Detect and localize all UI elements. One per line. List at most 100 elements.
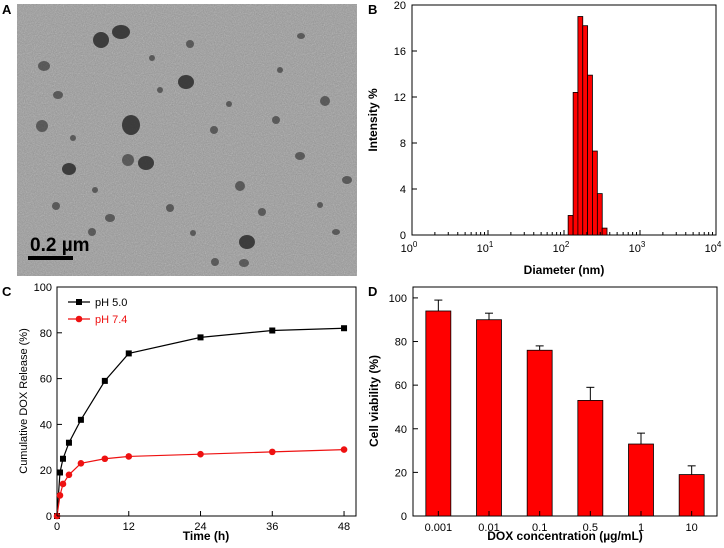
panel-d: D 0 20 40 60 80 100 0.001 0.01 0.1 0.5 1 10 DOX co… [367,284,718,543]
dls-bar [577,16,584,236]
x-tick-label: 103 [629,240,646,255]
viability-bar [628,443,654,517]
y-tick-label: 20 [394,0,406,12]
tem-particle [210,126,218,134]
y-tick-label: 0 [46,511,52,523]
y-tick-label: 60 [395,380,407,392]
plot-b-ylabel: Intensity % [366,88,380,152]
data-point [101,455,109,463]
tem-particle [88,228,96,236]
y-tick-label: 100 [389,293,407,305]
tem-particle [62,163,76,175]
tem-particle [157,87,163,93]
tem-particle [239,259,249,267]
plot-c-ylabel: Cumulative DOX Release (%) [18,328,30,474]
y-tick-label: 4 [400,184,406,196]
y-tick-label: 80 [395,337,407,349]
legend-label: pH 7.4 [95,314,127,326]
dls-bar [592,150,598,236]
data-point [77,416,84,423]
tem-particle [277,67,283,73]
tem-particle [297,33,305,39]
series-line-ph5 [56,327,345,517]
panel-c: C 0 20 40 60 80 100 0 12 24 36 48 pH 5.0 pH 7.4 Ti… [2,282,357,543]
plot-b-bars [567,16,608,236]
x-tick-label: 0 [54,521,60,533]
y-tick-label: 0 [400,230,406,242]
plot-c-y-axis: 0 20 40 60 80 100 [34,282,62,523]
dls-bar [567,215,574,236]
y-tick-label: 80 [40,328,52,340]
x-tick-label: 101 [477,240,494,255]
data-point [125,453,133,460]
plot-d-x-axis: 0.001 0.01 0.1 0.5 1 10 [425,511,698,534]
tem-particle [105,214,115,222]
data-point [197,334,204,341]
tem-particle [70,135,76,141]
x-tick-label: 0.01 [478,522,499,534]
tem-particle [272,116,280,124]
tem-particles [36,25,352,267]
scale-bar-line [28,256,73,260]
data-point [77,460,85,467]
data-point [65,439,72,446]
x-tick-label: 24 [194,521,206,533]
viability-bar [476,319,502,517]
plot-b-x-axis: 100 101 102 103 104 [401,230,722,255]
y-tick-label: 12 [394,92,406,104]
tem-particle [258,208,266,216]
tem-particle [149,55,155,61]
scale-bar: 0.2 µm [28,235,90,260]
scale-bar-label: 0.2 µm [30,235,90,256]
viability-bar [425,310,452,517]
plot-d-bars [425,299,705,517]
series-line-ph7 [56,448,345,517]
plot-b-frame [411,4,717,236]
plot-d-xlabel: DOX concentration (µg/mL) [487,529,643,543]
x-tick-label: 0.1 [532,522,547,534]
data-point [125,350,132,357]
panel-b-letter: B [368,2,377,17]
legend-marker [76,299,82,305]
plot-b-y-axis: 0 4 8 12 16 20 [394,0,417,242]
x-tick-label: 12 [123,521,135,533]
plot-d-y-axis: 0 20 40 60 80 100 [389,293,418,523]
tem-particle [235,181,245,191]
tem-particle [112,25,130,39]
tem-particle [38,61,50,71]
plot-d-ylabel: Cell viability (%) [367,355,381,447]
data-point [65,471,73,479]
y-tick-label: 0 [401,511,407,523]
legend-label: pH 5.0 [95,297,127,309]
legend-marker [75,315,83,323]
x-tick-label: 48 [338,521,350,533]
viability-bar [577,400,604,517]
data-point [101,377,108,384]
panel-a-letter: A [2,2,12,17]
y-tick-label: 60 [40,374,52,386]
dls-bar [596,193,603,236]
x-tick-label: 36 [266,521,278,533]
tem-particle [122,115,140,135]
tem-particle [36,120,48,132]
plot-c-series [53,325,348,520]
tem-particle [122,154,134,166]
x-tick-label: 1 [638,522,644,534]
y-tick-label: 40 [40,419,52,431]
dls-bar [582,25,589,236]
data-point [341,325,348,332]
tem-particle [186,40,194,48]
plot-d-frame [412,286,718,517]
data-point [59,480,67,488]
panel-a: A 0.2 µm [2,2,357,276]
x-tick-label: 100 [401,240,418,255]
panel-b: B 0 4 8 12 16 20 100 101 102 103 104 Diameter (nm… [366,0,722,277]
data-point [56,492,64,499]
data-point [269,327,276,334]
x-tick-label: 0.5 [583,522,598,534]
tem-particle [239,235,255,249]
x-tick-label: 0.001 [425,522,453,534]
y-tick-label: 20 [395,467,407,479]
tem-particle [93,32,109,48]
